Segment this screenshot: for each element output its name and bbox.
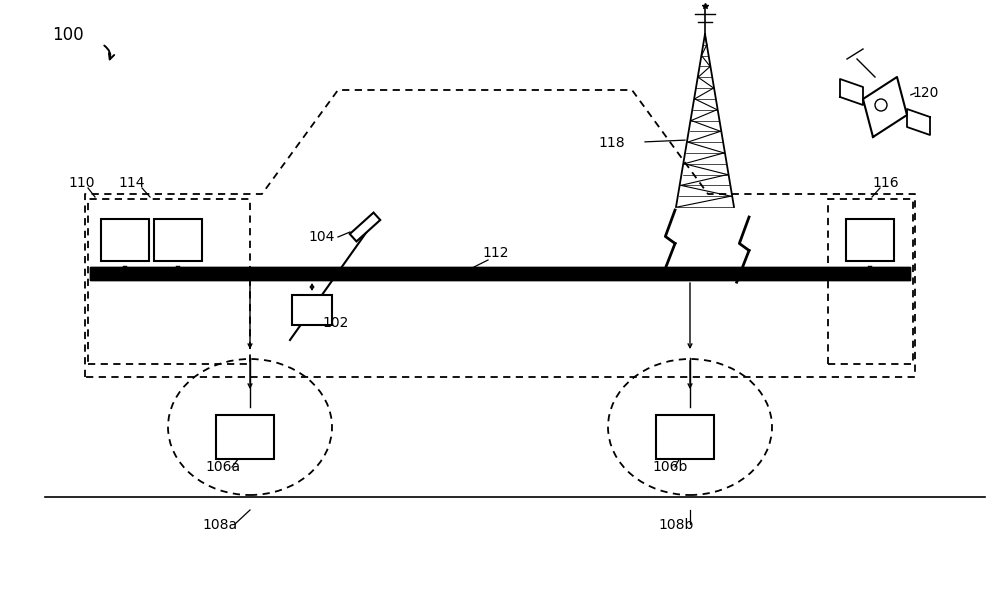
Text: 118: 118 xyxy=(598,136,625,150)
Text: 106b: 106b xyxy=(652,460,687,474)
Text: 104: 104 xyxy=(308,230,334,244)
Polygon shape xyxy=(840,79,863,105)
Bar xyxy=(656,415,714,459)
Text: 108a: 108a xyxy=(202,518,237,532)
Bar xyxy=(828,199,913,364)
FancyBboxPatch shape xyxy=(350,213,380,241)
Bar xyxy=(846,219,894,261)
Text: 120: 120 xyxy=(912,86,938,100)
Polygon shape xyxy=(907,109,930,135)
Text: 102: 102 xyxy=(322,316,348,330)
Text: 106a: 106a xyxy=(205,460,240,474)
Polygon shape xyxy=(863,77,907,137)
Bar xyxy=(216,415,274,459)
Text: 116: 116 xyxy=(872,176,899,190)
Text: 100: 100 xyxy=(52,26,84,44)
Text: 114: 114 xyxy=(118,176,144,190)
Bar xyxy=(88,199,250,364)
Text: 108b: 108b xyxy=(658,518,693,532)
Text: 110: 110 xyxy=(68,176,94,190)
Bar xyxy=(154,219,202,261)
Text: 112: 112 xyxy=(482,246,509,260)
Bar xyxy=(101,219,149,261)
Circle shape xyxy=(875,99,887,111)
Bar xyxy=(292,295,332,325)
